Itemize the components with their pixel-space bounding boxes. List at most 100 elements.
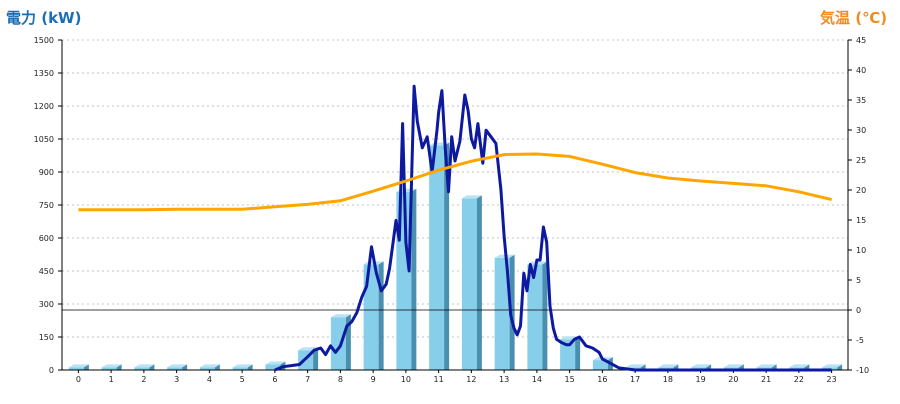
bar bbox=[527, 261, 548, 370]
bar-face bbox=[527, 264, 543, 370]
axes bbox=[58, 39, 852, 373]
left-tick-label: 600 bbox=[39, 234, 54, 243]
bar-top bbox=[199, 364, 220, 368]
bar-side bbox=[411, 188, 417, 370]
bar-face bbox=[429, 145, 445, 370]
bar-top bbox=[723, 364, 744, 368]
bar-face bbox=[461, 198, 477, 370]
right-tick-label: 20 bbox=[856, 186, 866, 195]
bar-series bbox=[68, 142, 843, 370]
bar-face bbox=[199, 367, 215, 370]
bar-side bbox=[182, 364, 188, 370]
left-tick-label: 450 bbox=[39, 267, 54, 276]
bar-side bbox=[247, 364, 253, 370]
bar-side bbox=[542, 261, 548, 370]
bar-top bbox=[232, 364, 253, 368]
right-tick-label: -5 bbox=[856, 336, 864, 345]
right-tick-label: 45 bbox=[856, 36, 866, 45]
bar bbox=[461, 195, 482, 370]
bar-top bbox=[691, 364, 712, 368]
left-tick-label: 1500 bbox=[34, 36, 54, 45]
x-tick-label: 15 bbox=[565, 375, 575, 384]
bar bbox=[167, 364, 188, 370]
bar-top bbox=[101, 364, 122, 368]
right-axis-title: 気温 (℃) bbox=[820, 9, 887, 27]
bar-side bbox=[116, 364, 122, 370]
bar-side bbox=[149, 364, 155, 370]
x-tick-label: 18 bbox=[663, 375, 673, 384]
bar-top bbox=[330, 314, 351, 318]
gridlines bbox=[62, 39, 848, 338]
left-tick-label: 1200 bbox=[34, 102, 54, 111]
right-tick-label: 0 bbox=[856, 306, 861, 315]
bar bbox=[429, 142, 450, 370]
power-line bbox=[274, 84, 832, 372]
bar-face bbox=[494, 257, 510, 370]
bar-face bbox=[265, 364, 281, 370]
x-tick-label: 16 bbox=[597, 375, 607, 384]
right-tick-label: 40 bbox=[856, 66, 866, 75]
x-tick-label: 13 bbox=[499, 375, 509, 384]
x-tick-label: 20 bbox=[728, 375, 738, 384]
x-tick-label: 12 bbox=[466, 375, 476, 384]
bar-top bbox=[625, 364, 646, 368]
x-tick-label: 19 bbox=[696, 375, 706, 384]
bar-side bbox=[214, 364, 220, 370]
bar-face bbox=[101, 367, 117, 370]
x-tick-label: 6 bbox=[272, 375, 277, 384]
bar-top bbox=[658, 364, 679, 368]
temperature-line bbox=[78, 152, 832, 212]
x-tick-label: 22 bbox=[794, 375, 804, 384]
left-tick-label: 300 bbox=[39, 300, 54, 309]
bar-face bbox=[330, 317, 346, 370]
bar-side bbox=[837, 364, 843, 370]
bar-face bbox=[134, 367, 150, 370]
bar bbox=[101, 364, 122, 370]
x-tick-label: 23 bbox=[827, 375, 837, 384]
bar-top bbox=[822, 364, 843, 368]
left-tick-label: 0 bbox=[49, 366, 54, 375]
bar-top bbox=[265, 361, 286, 365]
left-tick-label: 900 bbox=[39, 168, 54, 177]
right-tick-label: 5 bbox=[856, 276, 861, 285]
bar-top bbox=[167, 364, 188, 368]
right-tick-label: 10 bbox=[856, 246, 866, 255]
bar-top bbox=[789, 364, 810, 368]
right-tick-label: 15 bbox=[856, 216, 866, 225]
x-tick-label: 5 bbox=[240, 375, 245, 384]
left-tick-label: 1350 bbox=[34, 69, 54, 78]
x-tick-label: 1 bbox=[109, 375, 114, 384]
bar-side bbox=[476, 195, 482, 370]
bar-top bbox=[134, 364, 155, 368]
bar-top bbox=[756, 364, 777, 368]
x-tick-label: 3 bbox=[174, 375, 179, 384]
bar bbox=[68, 364, 89, 370]
bar-face bbox=[592, 360, 608, 370]
x-tick-label: 8 bbox=[338, 375, 343, 384]
right-tick-label: 25 bbox=[856, 156, 866, 165]
bar bbox=[560, 336, 581, 370]
bar-top bbox=[461, 195, 482, 199]
x-tick-label: 21 bbox=[761, 375, 771, 384]
line-series bbox=[78, 84, 832, 372]
bar-face bbox=[232, 367, 248, 370]
left-tick-label: 750 bbox=[39, 201, 54, 210]
bar bbox=[199, 364, 220, 370]
left-tick-label: 1050 bbox=[34, 135, 54, 144]
bar-face bbox=[560, 339, 576, 370]
x-tick-label: 0 bbox=[76, 375, 81, 384]
bar-face bbox=[363, 264, 379, 370]
x-tick-label: 17 bbox=[630, 375, 640, 384]
x-tick-label: 4 bbox=[207, 375, 212, 384]
bar-side bbox=[575, 336, 581, 370]
right-tick-label: 35 bbox=[856, 96, 866, 105]
bar-side bbox=[313, 347, 319, 370]
bar-top bbox=[68, 364, 89, 368]
bar-side bbox=[378, 261, 384, 370]
x-tick-label: 10 bbox=[401, 375, 411, 384]
bar-face bbox=[68, 367, 84, 370]
bar-face bbox=[167, 367, 183, 370]
left-tick-label: 150 bbox=[39, 333, 54, 342]
bar bbox=[134, 364, 155, 370]
